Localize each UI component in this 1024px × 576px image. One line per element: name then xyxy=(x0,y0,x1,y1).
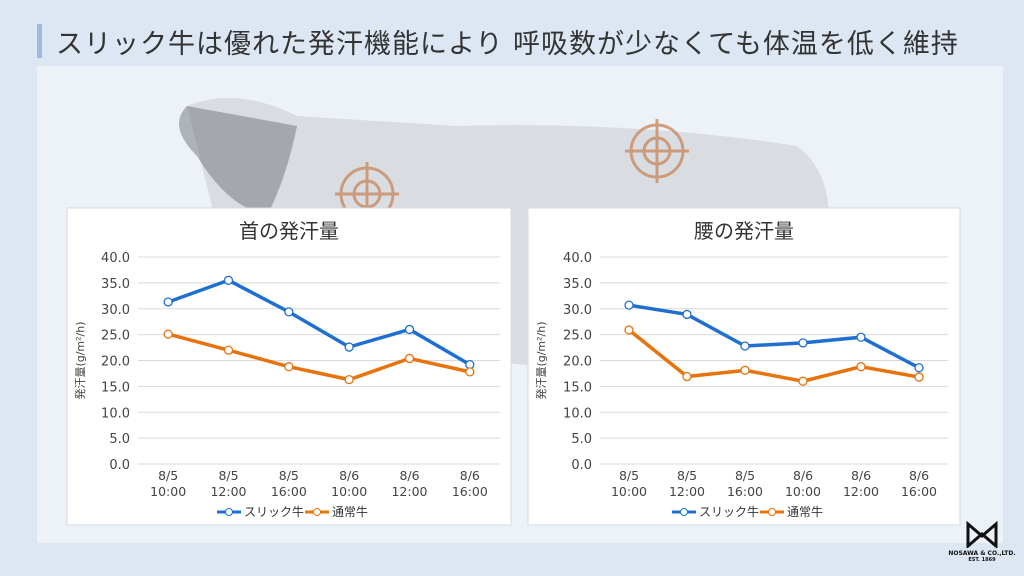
data-point xyxy=(740,341,750,351)
x-tick-label: 8/6 12:00 xyxy=(842,468,880,499)
data-point xyxy=(624,325,634,335)
y-tick-label: 5.0 xyxy=(109,432,130,447)
chart-title: 首の発汗量 xyxy=(239,219,339,243)
x-tick-label: 8/5 16:00 xyxy=(726,468,764,499)
x-tick-label: 8/6 10:00 xyxy=(784,468,822,499)
legend-marker xyxy=(768,508,776,516)
y-tick-label: 40.0 xyxy=(101,251,130,266)
y-tick-label: 0.0 xyxy=(109,458,130,473)
y-tick-label: 30.0 xyxy=(101,303,130,318)
data-point xyxy=(344,374,354,385)
logo-est: EST. 1869 xyxy=(968,557,996,563)
legend-label: 通常牛 xyxy=(787,504,823,519)
y-tick-label: 25.0 xyxy=(563,329,592,344)
legend-marker xyxy=(313,508,321,516)
y-tick-label: 35.0 xyxy=(563,277,592,292)
legend-marker xyxy=(225,508,233,516)
y-axis-label: 発汗量(g/m²/h) xyxy=(73,321,87,399)
x-tick-label: 8/5 12:00 xyxy=(668,468,706,499)
data-point xyxy=(856,362,866,372)
data-point xyxy=(798,376,808,386)
data-point xyxy=(798,338,808,348)
logo: NOSAWA & CO.,LTD. EST. 1869 xyxy=(944,520,1020,563)
y-tick-label: 25.0 xyxy=(101,329,130,344)
x-tick-label: 8/6 12:00 xyxy=(391,468,428,499)
data-point xyxy=(856,332,866,342)
y-tick-label: 40.0 xyxy=(563,251,592,266)
data-point xyxy=(163,297,173,307)
y-tick-label: 20.0 xyxy=(101,355,130,370)
data-point xyxy=(682,371,692,382)
series-line xyxy=(167,278,471,367)
data-point xyxy=(624,300,634,310)
y-tick-label: 20.0 xyxy=(563,355,592,370)
data-point xyxy=(284,362,294,372)
x-tick-label: 8/6 10:00 xyxy=(331,468,368,499)
x-tick-label: 8/5 10:00 xyxy=(150,468,187,499)
y-axis-label: 発汗量(g/m²/h) xyxy=(534,321,548,399)
y-tick-label: 15.0 xyxy=(563,380,592,395)
data-point xyxy=(223,275,234,285)
data-point xyxy=(740,365,750,375)
data-point xyxy=(163,329,173,339)
x-tick-label: 8/5 16:00 xyxy=(270,468,307,499)
x-tick-label: 8/5 10:00 xyxy=(610,468,648,499)
chart-title: 腰の発汗量 xyxy=(694,219,794,243)
title-accent xyxy=(37,24,42,58)
logo-mark xyxy=(966,520,998,550)
data-point xyxy=(344,342,354,352)
legend-label: 通常牛 xyxy=(332,504,368,519)
data-point xyxy=(914,363,924,373)
legend-label: スリック牛 xyxy=(699,504,759,519)
legend-label: スリック牛 xyxy=(244,504,304,519)
series-line xyxy=(628,303,920,370)
data-point xyxy=(682,309,692,320)
data-point xyxy=(465,367,475,377)
logo-name: NOSAWA & CO.,LTD. xyxy=(948,550,1016,557)
y-tick-label: 0.0 xyxy=(571,458,592,473)
y-tick-label: 10.0 xyxy=(563,406,592,421)
data-point xyxy=(914,372,924,382)
x-tick-label: 8/5 12:00 xyxy=(210,468,247,499)
series-line xyxy=(627,328,920,383)
legend-marker xyxy=(680,508,688,516)
y-tick-label: 35.0 xyxy=(101,277,130,292)
y-tick-label: 30.0 xyxy=(563,303,592,318)
y-tick-label: 10.0 xyxy=(101,406,130,421)
data-point xyxy=(223,345,234,355)
data-point xyxy=(404,353,415,364)
data-point xyxy=(284,307,294,317)
y-tick-label: 15.0 xyxy=(101,380,130,395)
slide-title: スリック牛は優れた発汗機能により 呼吸数が少なくても体温を低く維持 xyxy=(56,29,959,60)
x-tick-label: 8/6 16:00 xyxy=(451,468,488,499)
data-point xyxy=(404,324,415,335)
y-tick-label: 5.0 xyxy=(571,432,592,447)
series-line xyxy=(167,332,471,382)
x-tick-label: 8/6 16:00 xyxy=(900,468,938,499)
